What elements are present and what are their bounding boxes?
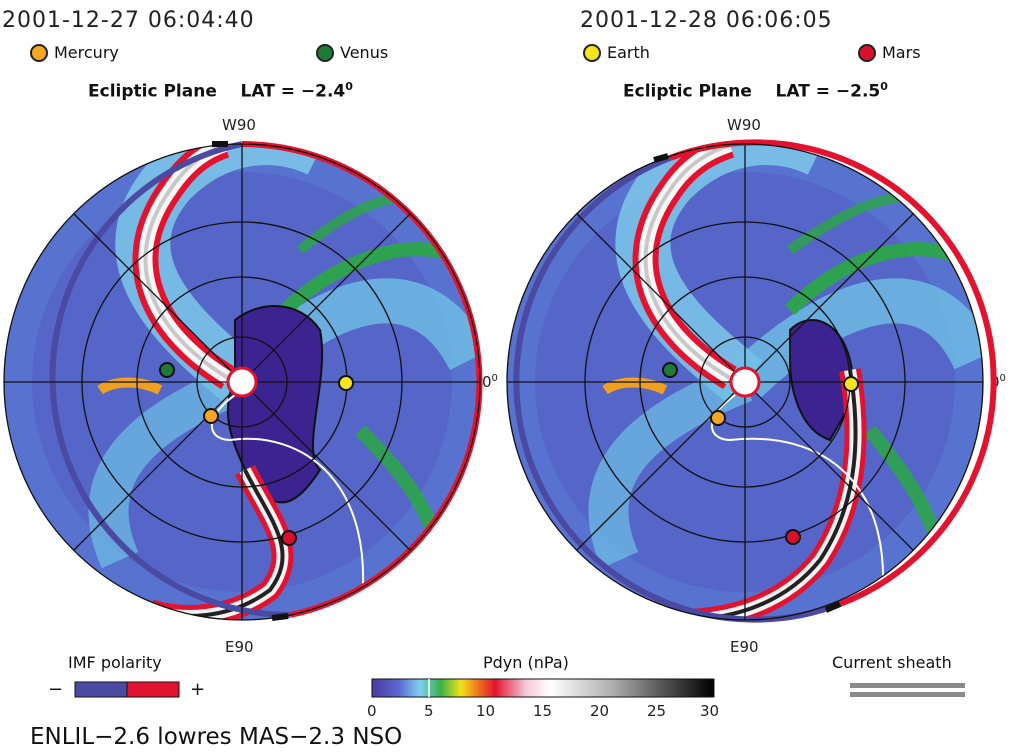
left-right-dir: 00 (482, 373, 498, 391)
imf-polarity-title: IMF polarity (68, 653, 162, 672)
left-plane-title: Ecliptic Plane LAT = −2.40 (88, 80, 353, 102)
imf-plus-sign: + (190, 679, 206, 700)
pdyn-tick: 10 (476, 702, 496, 720)
footer-model-label: ENLIL−2.6 lowres MAS−2.3 NSO (30, 724, 403, 750)
left-bottom-dir: E90 (225, 638, 254, 656)
earth-marker-icon (583, 43, 601, 62)
right-timestamp: 2001-12-28 06:06:05 (580, 8, 833, 33)
left-disk (3, 141, 483, 621)
legend-earth-label: Earth (607, 43, 650, 62)
mars-marker-icon (858, 43, 876, 62)
pdyn-tick: 5 (424, 702, 434, 720)
mercury-marker-icon (30, 43, 48, 62)
pdyn-title: Pdyn (nPa) (483, 653, 569, 672)
pdyn-tick: 25 (647, 702, 667, 720)
right-top-dir: W90 (727, 116, 761, 134)
current-sheath-title: Current sheath (832, 653, 952, 672)
legend-venus: Venus (316, 43, 388, 62)
current-sheath-icon (850, 683, 965, 697)
left-timestamp: 2001-12-27 06:04:40 (2, 8, 255, 33)
legend-earth: Earth (583, 43, 650, 62)
pdyn-tick: 15 (533, 702, 553, 720)
legend-venus-label: Venus (340, 43, 389, 62)
venus-marker-icon (316, 43, 334, 62)
right-bottom-dir: E90 (730, 638, 759, 656)
right-disk (506, 139, 997, 623)
left-top-dir: W90 (222, 116, 256, 134)
pdyn-colorbar (371, 678, 715, 698)
legend-mars: Mars (858, 43, 921, 62)
pdyn-tick: 30 (700, 702, 720, 720)
imf-polarity-bar (74, 681, 180, 698)
imf-minus-sign: − (48, 679, 64, 700)
pdyn-tick: 20 (590, 702, 610, 720)
legend-mercury-label: Mercury (54, 43, 119, 62)
pdyn-tick: 0 (367, 702, 377, 720)
legend-mercury: Mercury (30, 43, 119, 62)
right-plane-title: Ecliptic Plane LAT = −2.50 (623, 80, 888, 102)
legend-mars-label: Mars (882, 43, 921, 62)
